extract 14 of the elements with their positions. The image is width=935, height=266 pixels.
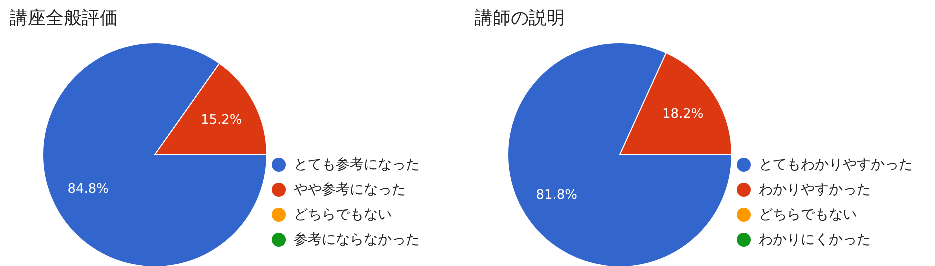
legend-label: とても参考になった — [294, 156, 420, 174]
legend-label: わかりにくかった — [759, 230, 871, 248]
legend-label: わかりやすかった — [759, 180, 871, 198]
data-label: 81.8% — [536, 188, 578, 204]
chart-title: 講座全般評価 — [10, 7, 118, 30]
data-label: 84.8% — [68, 182, 110, 197]
data-label: 18.2% — [662, 106, 704, 122]
chart-title: 講師の説明 — [475, 7, 565, 30]
legend-label: どちらでもない — [294, 206, 392, 224]
legend-label: どちらでもない — [759, 206, 857, 224]
data-label: 15.2% — [200, 113, 242, 128]
legend-label: とてもわかりやすかった — [759, 156, 913, 174]
legend-label: やや参考になった — [294, 180, 406, 198]
legend-label: 参考にならなかった — [294, 230, 420, 248]
